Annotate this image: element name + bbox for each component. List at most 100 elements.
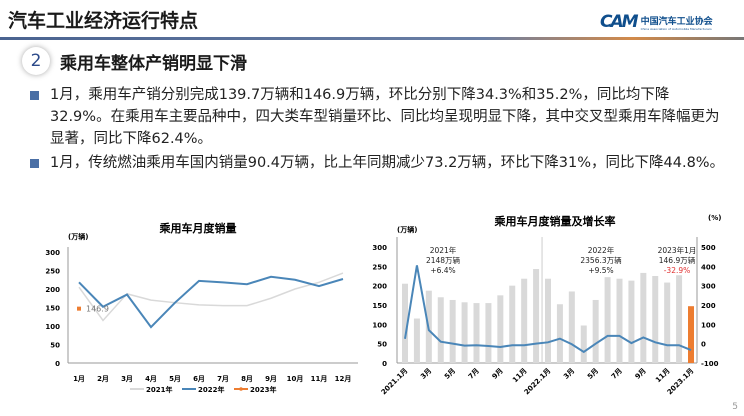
x-tick-label: 1月 (73, 375, 85, 383)
legend-marker (239, 387, 243, 391)
legend-label: 2021年 (146, 385, 172, 394)
x-tick-label: 11月 (511, 367, 529, 385)
bar (676, 275, 683, 363)
annotation-text: 2023年1月 (658, 245, 697, 255)
y2-axis-unit: (%) (708, 214, 721, 222)
x-tick-label: 6月 (193, 375, 205, 383)
x-tick-label: 2021.1月 (380, 367, 410, 397)
bar (545, 278, 551, 363)
x-tick-label: 10月 (287, 375, 304, 383)
bar (688, 306, 694, 363)
y-tick-label: 100 (45, 323, 60, 331)
y-tick-label: 50 (377, 341, 387, 349)
page-number: 5 (732, 402, 738, 412)
header-rule (0, 37, 744, 40)
x-tick-label: 7月 (610, 367, 624, 381)
x-tick-label: 2月 (97, 375, 109, 383)
bar (449, 299, 456, 363)
data-label: 146.9 (86, 305, 109, 314)
bullet-list: 1月，乘用车产销分别完成139.7万辆和146.9万辆，环比分别下降34.3%和… (28, 84, 728, 176)
y-tick-label: 300 (372, 244, 387, 252)
y-tick-label: 250 (372, 263, 387, 271)
annotation-text: +6.4% (430, 266, 455, 275)
bullet-item: 1月，传统燃油乘用车国内销量90.4万辆，比上年同期减少73.2万辆，环比下降3… (28, 152, 728, 174)
bar (521, 278, 528, 363)
annotation-text: 146.9万辆 (659, 255, 696, 265)
bar (497, 295, 504, 363)
bar (616, 278, 623, 363)
y2-tick-label: 0 (701, 341, 706, 349)
y-tick-label: 0 (382, 360, 387, 368)
caam-logo: CAM 中国汽车工业协会 China Association of Automo… (600, 12, 713, 32)
y-tick-label: 100 (372, 321, 387, 329)
logo-mark: CAM (600, 12, 639, 32)
x-tick-label: 5月 (169, 375, 181, 383)
series-line-2021年 (78, 272, 344, 322)
annotation-text: +9.5% (588, 266, 613, 275)
y-tick-label: 200 (45, 286, 60, 294)
bar (628, 280, 635, 363)
logo-en: China Association of Automobile Manufact… (640, 26, 712, 31)
x-tick-label: 8月 (241, 375, 253, 383)
y-tick-label: 0 (55, 360, 60, 368)
y2-tick-label: -100 (701, 360, 719, 368)
legend-label: 2023年 (250, 385, 276, 394)
y-axis-unit: (万辆) (68, 232, 88, 241)
y-tick-label: 150 (45, 305, 60, 313)
y-axis-unit: (万辆) (397, 225, 417, 234)
series-point-2023年 (77, 306, 81, 311)
annotation-text: 2021年 (430, 245, 457, 255)
y-tick-label: 150 (372, 302, 387, 310)
y2-tick-label: 100 (701, 321, 716, 329)
growth-line (404, 265, 692, 354)
y-tick-label: 200 (372, 283, 387, 291)
bar (402, 283, 408, 363)
annotation-text: 2022年 (588, 245, 615, 255)
x-tick-label: 11月 (311, 375, 328, 383)
x-tick-label: 7月 (467, 367, 481, 381)
x-tick-label: 9月 (491, 367, 505, 381)
y-tick-label: 50 (50, 342, 60, 350)
annotation-text: 2356.3万辆 (580, 255, 622, 265)
bullet-item: 1月，乘用车产销分别完成139.7万辆和146.9万辆，环比分别下降34.3%和… (28, 84, 728, 150)
x-tick-label: 9月 (634, 367, 648, 381)
bar (473, 303, 480, 363)
y-tick-label: 300 (45, 249, 60, 257)
bar (461, 302, 468, 363)
section-header: 2 乘用车整体产销明显下滑 (22, 47, 247, 75)
bar (580, 325, 587, 363)
bar (604, 277, 611, 363)
x-tick-label: 9月 (265, 375, 277, 383)
bar (664, 282, 671, 363)
x-tick-label: 5月 (586, 367, 600, 381)
annotation-text: 2148万辆 (426, 255, 461, 265)
annotation-text: -32.9% (664, 266, 691, 275)
x-tick-label: 4月 (145, 375, 157, 383)
y2-tick-label: 200 (701, 302, 716, 310)
x-tick-label: 3月 (562, 367, 576, 381)
x-tick-label: 3月 (121, 375, 133, 383)
y2-tick-label: 500 (701, 244, 716, 252)
bar (485, 303, 492, 363)
x-tick-label: 3月 (419, 367, 433, 381)
chart-title: 乘用车月度销量及增长率 (494, 214, 616, 228)
legend-label: 2022年 (198, 385, 224, 394)
bar (533, 269, 540, 363)
logo-cn: 中国汽车工业协会 (640, 16, 713, 27)
section-number: 2 (22, 47, 50, 75)
y-tick-label: 250 (45, 268, 60, 276)
y2-tick-label: 300 (701, 283, 716, 291)
x-tick-label: 12月 (335, 375, 352, 383)
bar (652, 276, 659, 363)
bar (509, 285, 516, 363)
x-tick-label: 11月 (654, 367, 672, 385)
sales-growth-combo-chart: 乘用车月度销量及增长率 (万辆) (%) 0 50 100 150 200 250 300 -100… (372, 214, 721, 397)
bar (413, 318, 420, 363)
x-tick-label: 5月 (443, 367, 457, 381)
bar (437, 297, 444, 363)
chart-title: 乘用车月度销量 (159, 221, 237, 235)
bar (592, 299, 599, 363)
bar (556, 304, 563, 363)
monthly-sales-line-chart: 乘用车月度销量 (万辆) 0 50 100 150 200 250 300 1月 2月 3月 4月 5月 6… (45, 221, 358, 394)
section-title: 乘用车整体产销明显下滑 (60, 53, 247, 74)
